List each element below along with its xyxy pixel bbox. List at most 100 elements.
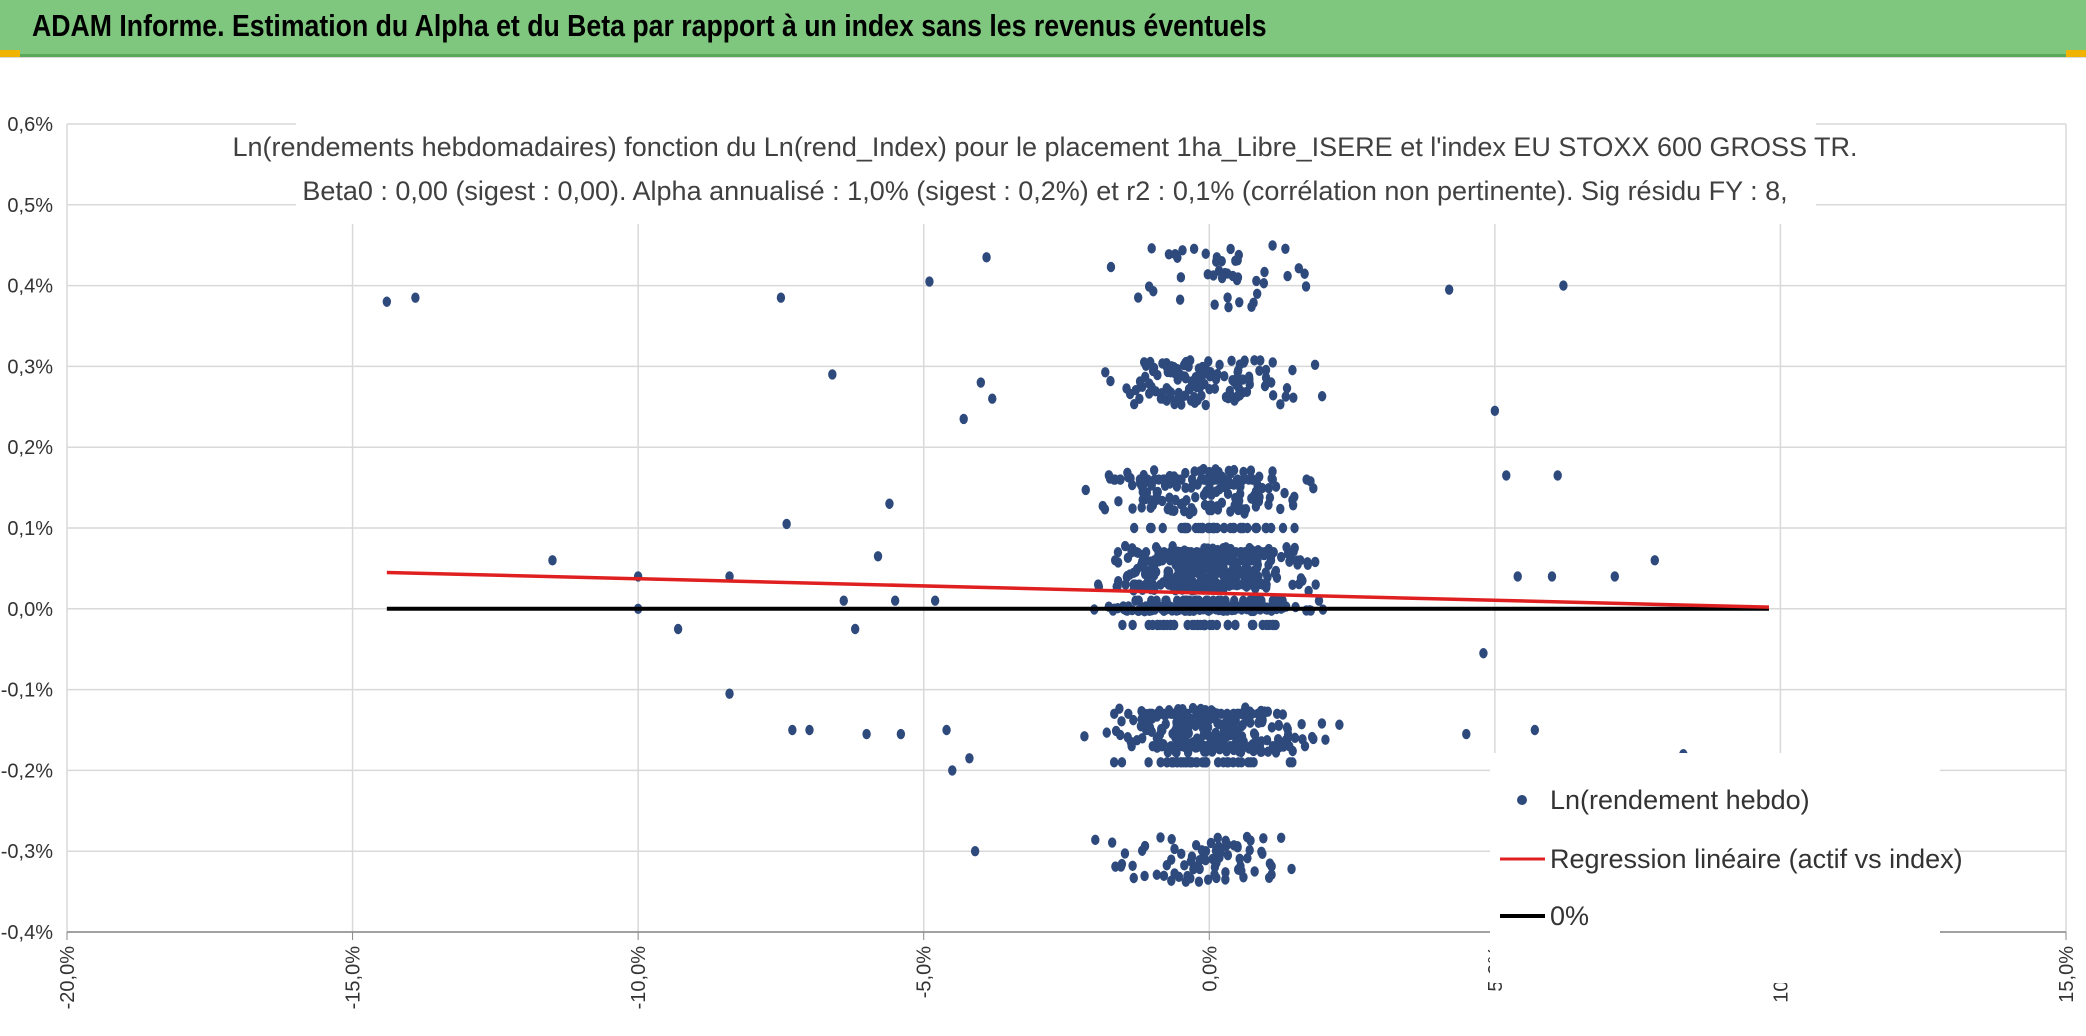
data-point xyxy=(1267,861,1276,872)
chart-subtitle: Beta0 : 0,00 (sigest : 0,00). Alpha annu… xyxy=(302,176,1787,206)
data-point xyxy=(1184,727,1193,739)
data-point xyxy=(1140,474,1149,485)
data-point xyxy=(1233,474,1242,485)
data-point xyxy=(1139,357,1149,368)
data-point xyxy=(1128,479,1137,491)
x-tick-label: 0,0% xyxy=(1199,946,1221,992)
data-point xyxy=(885,498,894,509)
data-point xyxy=(1195,740,1204,752)
data-point xyxy=(1231,619,1240,631)
data-point xyxy=(1210,383,1220,394)
data-point xyxy=(1106,261,1116,273)
data-point xyxy=(1140,840,1150,852)
legend-marker-points xyxy=(1517,795,1527,805)
data-point xyxy=(1201,399,1210,411)
data-point xyxy=(1278,595,1287,606)
data-point xyxy=(1160,474,1169,485)
data-point xyxy=(1239,474,1248,485)
data-point xyxy=(1276,832,1286,844)
data-point xyxy=(1264,872,1274,884)
data-point xyxy=(1502,470,1511,481)
data-point xyxy=(1194,522,1203,534)
data-point xyxy=(1137,502,1146,513)
x-tick-label: -10,0% xyxy=(628,946,650,1010)
data-point xyxy=(1238,522,1248,534)
data-point xyxy=(1231,255,1240,267)
data-point xyxy=(896,728,906,740)
data-point xyxy=(1156,757,1165,768)
data-point xyxy=(1144,708,1154,720)
data-point xyxy=(1249,619,1258,631)
data-point xyxy=(1288,500,1298,511)
data-point xyxy=(1245,595,1255,606)
data-point xyxy=(1282,383,1292,394)
data-point xyxy=(1250,355,1259,366)
data-point xyxy=(1221,867,1230,878)
data-point xyxy=(1309,483,1318,494)
data-point xyxy=(1281,243,1290,254)
data-point xyxy=(1260,547,1269,558)
data-point xyxy=(1203,269,1213,280)
y-tick-label: 0,5% xyxy=(7,195,53,217)
data-point xyxy=(1144,724,1154,736)
data-point xyxy=(1170,843,1179,855)
data-point xyxy=(1239,579,1248,590)
y-tick-label: 0,6% xyxy=(7,114,53,136)
x-tick-label: 15,0% xyxy=(2056,946,2078,1003)
data-point xyxy=(1171,740,1181,752)
data-point xyxy=(1109,474,1119,485)
data-point xyxy=(1180,555,1190,566)
data-point xyxy=(1553,470,1562,481)
data-point xyxy=(1177,848,1186,860)
data-point xyxy=(1123,732,1132,743)
data-point xyxy=(1184,740,1193,752)
data-point xyxy=(1272,572,1282,583)
data-point xyxy=(1176,272,1186,283)
data-point xyxy=(1233,272,1243,283)
data-point xyxy=(1209,595,1218,606)
data-point xyxy=(1195,466,1205,477)
data-point xyxy=(1110,708,1119,720)
data-point xyxy=(942,724,951,736)
data-point xyxy=(1218,547,1227,558)
data-point xyxy=(1170,398,1179,410)
data-point xyxy=(1124,708,1133,720)
data-point xyxy=(1257,482,1267,494)
data-point xyxy=(1244,708,1253,720)
data-point xyxy=(1223,292,1232,303)
data-point xyxy=(1180,860,1189,871)
data-point xyxy=(1106,375,1115,387)
data-point xyxy=(1173,252,1182,263)
data-point xyxy=(1265,492,1275,503)
x-tick-label: -5,0% xyxy=(914,946,936,998)
data-point xyxy=(1287,863,1296,875)
data-point xyxy=(1169,579,1179,590)
data-point xyxy=(1246,740,1255,752)
data-point xyxy=(1206,740,1215,752)
data-point xyxy=(1129,872,1138,884)
data-point xyxy=(1191,839,1201,851)
data-point xyxy=(1204,356,1213,367)
data-point xyxy=(1252,288,1262,299)
data-point xyxy=(1211,727,1220,739)
data-point xyxy=(1129,522,1139,534)
data-point xyxy=(1321,734,1330,745)
data-point xyxy=(1210,522,1219,534)
data-point xyxy=(1228,757,1238,768)
data-point xyxy=(1288,364,1297,376)
data-point xyxy=(1114,496,1123,507)
data-point xyxy=(1189,243,1199,255)
data-point xyxy=(1169,474,1178,485)
data-point xyxy=(1157,740,1167,752)
data-point xyxy=(1145,566,1154,577)
data-point xyxy=(788,724,797,736)
data-point xyxy=(1203,874,1213,885)
data-point xyxy=(1259,833,1268,844)
scatter-chart: -0,4% -0,3% -0,2% -0,1% 0,0% 0,1% 0,2% 0,3% 0,4%… xyxy=(1,114,2078,1010)
data-point xyxy=(1247,555,1257,566)
data-point xyxy=(1145,522,1155,534)
data-point xyxy=(1188,702,1198,714)
data-point xyxy=(1444,284,1454,295)
data-point xyxy=(1235,297,1244,308)
data-point xyxy=(1268,740,1278,752)
